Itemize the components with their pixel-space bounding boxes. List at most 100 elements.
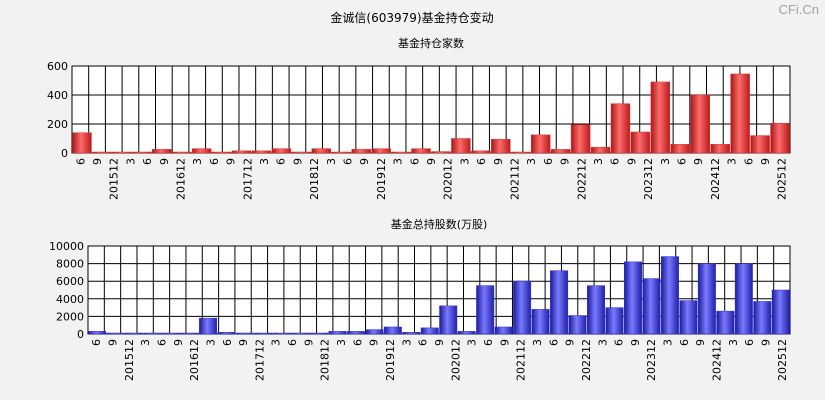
shares-chart-bar [236, 332, 255, 335]
shares-chart-x-tick-label: 6 [613, 339, 626, 346]
shares-chart-bar [383, 326, 402, 335]
count-chart-x-tick-label: 3 [525, 158, 538, 165]
count-chart-bar [112, 151, 132, 154]
count-chart-bar [371, 148, 391, 154]
count-chart-bar [351, 149, 371, 154]
count-chart-x-tick-label: 3 [191, 158, 204, 165]
count-chart-bar [690, 94, 710, 154]
shares-chart-bar [734, 263, 753, 335]
count-chart-bar [590, 146, 611, 154]
count-chart-bar [770, 123, 790, 154]
shares-chart-x-tick-label: 3 [400, 339, 413, 346]
count-chart-bar [271, 148, 292, 154]
count-chart-x-tick-label: 6 [74, 158, 87, 165]
shares-chart-bar [494, 326, 513, 335]
count-chart-x-tick-label: 201512 [108, 158, 121, 200]
count-chart-x-tick-label: 202512 [776, 158, 789, 200]
count-chart-bar [132, 151, 152, 154]
count-chart-bar [291, 151, 312, 154]
shares-chart-x-tick-label: 201612 [188, 339, 201, 381]
shares-chart-title: 基金总持股数(万股) [391, 217, 488, 231]
count-chart-x-tick-label: 3 [458, 158, 471, 165]
shares-chart-x-tick-label: 3 [204, 339, 217, 346]
shares-chart-x-tick-label: 201912 [384, 339, 397, 381]
count-chart-x-tick-label: 3 [592, 158, 605, 165]
count-chart-x-tick-label: 9 [759, 158, 772, 165]
count-chart-x-tick-label: 202112 [508, 158, 521, 200]
count-chart-y-tick-label: 200 [47, 118, 68, 131]
shares-chart-x-tick-label: 3 [270, 339, 283, 346]
shares-chart-bar [605, 307, 624, 335]
count-chart-x-tick-label: 6 [675, 158, 688, 165]
shares-chart-x-tick-label: 3 [596, 339, 609, 346]
shares-chart-x-tick-label: 3 [531, 339, 544, 346]
shares-chart-bar [513, 280, 532, 335]
shares-chart-x-tick-label: 9 [302, 339, 315, 346]
shares-chart-x-tick-label: 202112 [515, 339, 528, 381]
count-chart-x-tick-label: 9 [425, 158, 438, 165]
shares-chart-bar [309, 332, 328, 335]
count-chart-x-tick-label: 6 [742, 158, 755, 165]
shares-chart-x-tick-label: 3 [466, 339, 479, 346]
shares-chart-y-tick-label: 6000 [56, 275, 84, 288]
count-chart-y-tick-label: 600 [47, 60, 68, 73]
count-chart-x-tick-label: 6 [342, 158, 355, 165]
shares-chart-bar [457, 331, 476, 335]
count-chart-x-tick-label: 201712 [241, 158, 254, 200]
shares-chart-x-tick-label: 6 [482, 339, 495, 346]
count-chart-x-tick-label: 9 [358, 158, 371, 165]
count-chart-y-tick-label: 0 [61, 147, 68, 160]
count-chart-bar [550, 149, 571, 154]
shares-chart-bar [143, 332, 162, 335]
shares-chart-bar [346, 331, 365, 335]
count-chart-bar [311, 148, 332, 154]
count-chart-x-tick-label: 6 [408, 158, 421, 165]
count-chart-x-tick-label: 9 [91, 158, 104, 165]
shares-chart-x-tick-label: 6 [417, 339, 430, 346]
shares-chart-bar [439, 305, 458, 335]
shares-chart-y-tick-label: 10000 [49, 240, 84, 253]
shares-chart-bar [623, 261, 642, 335]
count-chart-bar [610, 103, 631, 154]
count-chart-bar [152, 149, 172, 154]
shares-chart-x-tick-label: 9 [237, 339, 250, 346]
count-chart-x-tick-label: 3 [124, 158, 137, 165]
count-chart-bar [530, 134, 551, 154]
shares-chart-x-tick-label: 9 [760, 339, 773, 346]
count-chart-bar [171, 151, 192, 154]
count-chart-x-tick-label: 9 [692, 158, 705, 165]
shares-chart-x-tick-label: 6 [351, 339, 364, 346]
shares-chart-x-tick-label: 6 [743, 339, 756, 346]
shares-chart-x-tick-label: 6 [547, 339, 560, 346]
shares-chart-bar [771, 289, 790, 335]
shares-chart-x-tick-label: 9 [694, 339, 707, 346]
count-chart-x-tick-label: 202212 [575, 158, 588, 200]
count-chart-x-tick-label: 9 [158, 158, 171, 165]
count-chart-x-tick-label: 9 [291, 158, 304, 165]
shares-chart-y-tick-label: 4000 [56, 293, 84, 306]
count-chart-bar [730, 73, 750, 154]
count-chart-bar [391, 151, 411, 154]
shares-chart-bar [420, 327, 439, 335]
shares-chart-bar [531, 309, 550, 335]
shares-chart-x-tick-label: 9 [498, 339, 511, 346]
shares-chart-x-tick-label: 202012 [449, 339, 462, 381]
shares-chart-bar [568, 315, 587, 335]
watermark: CFi.Cn [778, 2, 819, 17]
count-chart-plot-area [71, 65, 791, 154]
shares-chart-x-tick-label: 6 [286, 339, 299, 346]
count-chart-bar [670, 144, 691, 154]
count-chart-bar [750, 135, 770, 154]
count-chart-x-tick-label: 3 [659, 158, 672, 165]
shares-chart-x-tick-label: 9 [629, 339, 642, 346]
shares-chart-bar [476, 285, 495, 335]
count-chart-bar [411, 148, 431, 154]
shares-chart-x-tick-label: 6 [678, 339, 691, 346]
count-chart-x-tick-label: 202312 [642, 158, 655, 200]
count-chart-bar [491, 138, 511, 154]
count-chart-bar [710, 144, 730, 154]
shares-chart-y-tick-label: 2000 [56, 310, 84, 323]
count-chart-x-tick-label: 6 [208, 158, 221, 165]
